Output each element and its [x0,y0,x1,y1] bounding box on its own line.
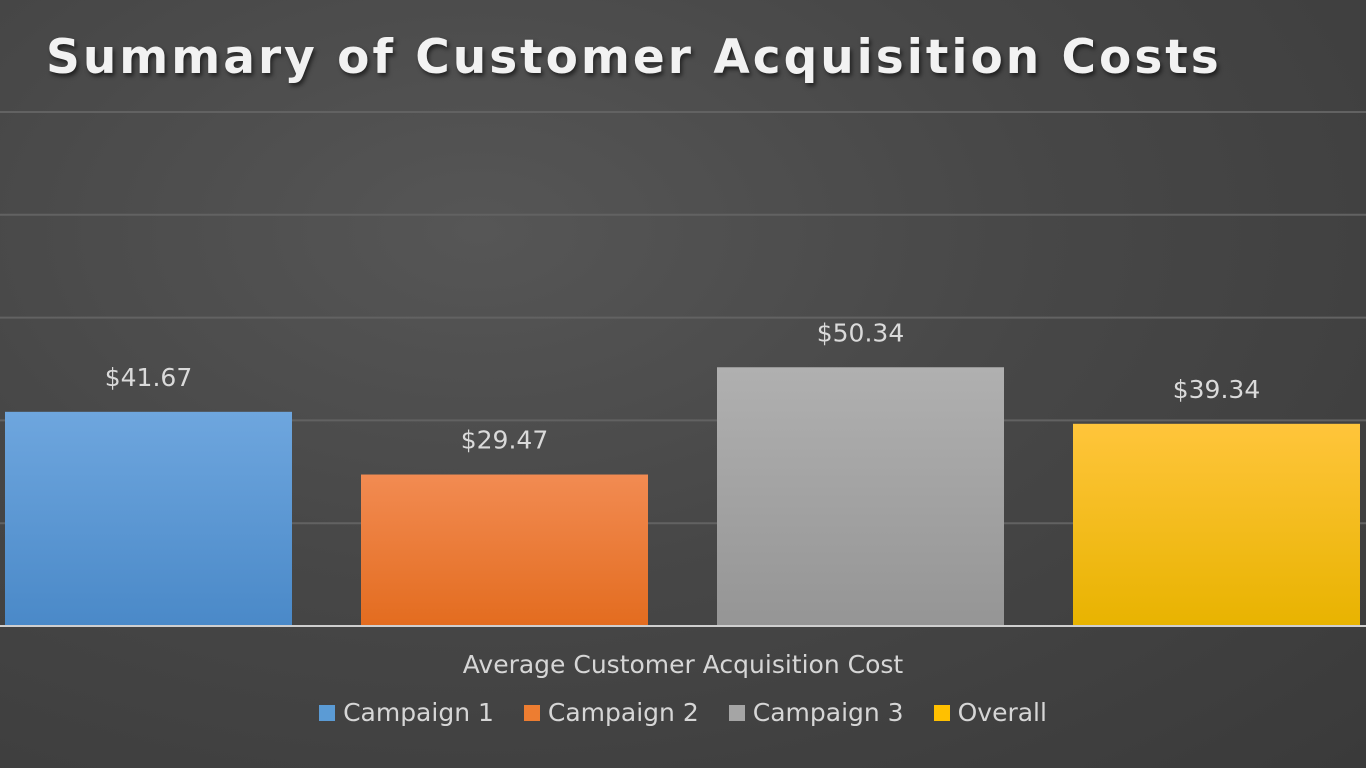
data-label-campaign-2: $29.47 [461,426,548,455]
legend-label: Campaign 2 [547,698,699,727]
legend-label: Campaign 3 [752,698,904,727]
legend-swatch-campaign-1 [319,704,336,721]
bar-campaign-2 [361,474,648,626]
bar-campaign-3 [717,367,1004,626]
legend-item-overall: Overall [933,698,1047,727]
bar-overall [1073,423,1360,626]
legend-item-campaign-2: Campaign 2 [523,698,699,727]
legend-swatch-campaign-3 [728,704,745,721]
legend: Campaign 1 Campaign 2 Campaign 3 Overall [0,698,1366,727]
legend-label: Overall [957,698,1047,727]
legend-item-campaign-1: Campaign 1 [319,698,494,727]
data-label-overall: $39.34 [1173,375,1260,404]
legend-item-campaign-3: Campaign 3 [728,698,904,727]
legend-swatch-campaign-2 [523,704,540,721]
data-label-campaign-1: $41.67 [105,363,192,392]
bar-campaign-1 [5,411,292,626]
data-label-campaign-3: $50.34 [817,318,904,347]
legend-swatch-overall [933,704,950,721]
legend-label: Campaign 1 [343,698,494,727]
x-category-label: Average Customer Acquisition Cost [462,650,904,679]
chart-title: Summary of Customer Acquisition Costs [46,30,1222,85]
